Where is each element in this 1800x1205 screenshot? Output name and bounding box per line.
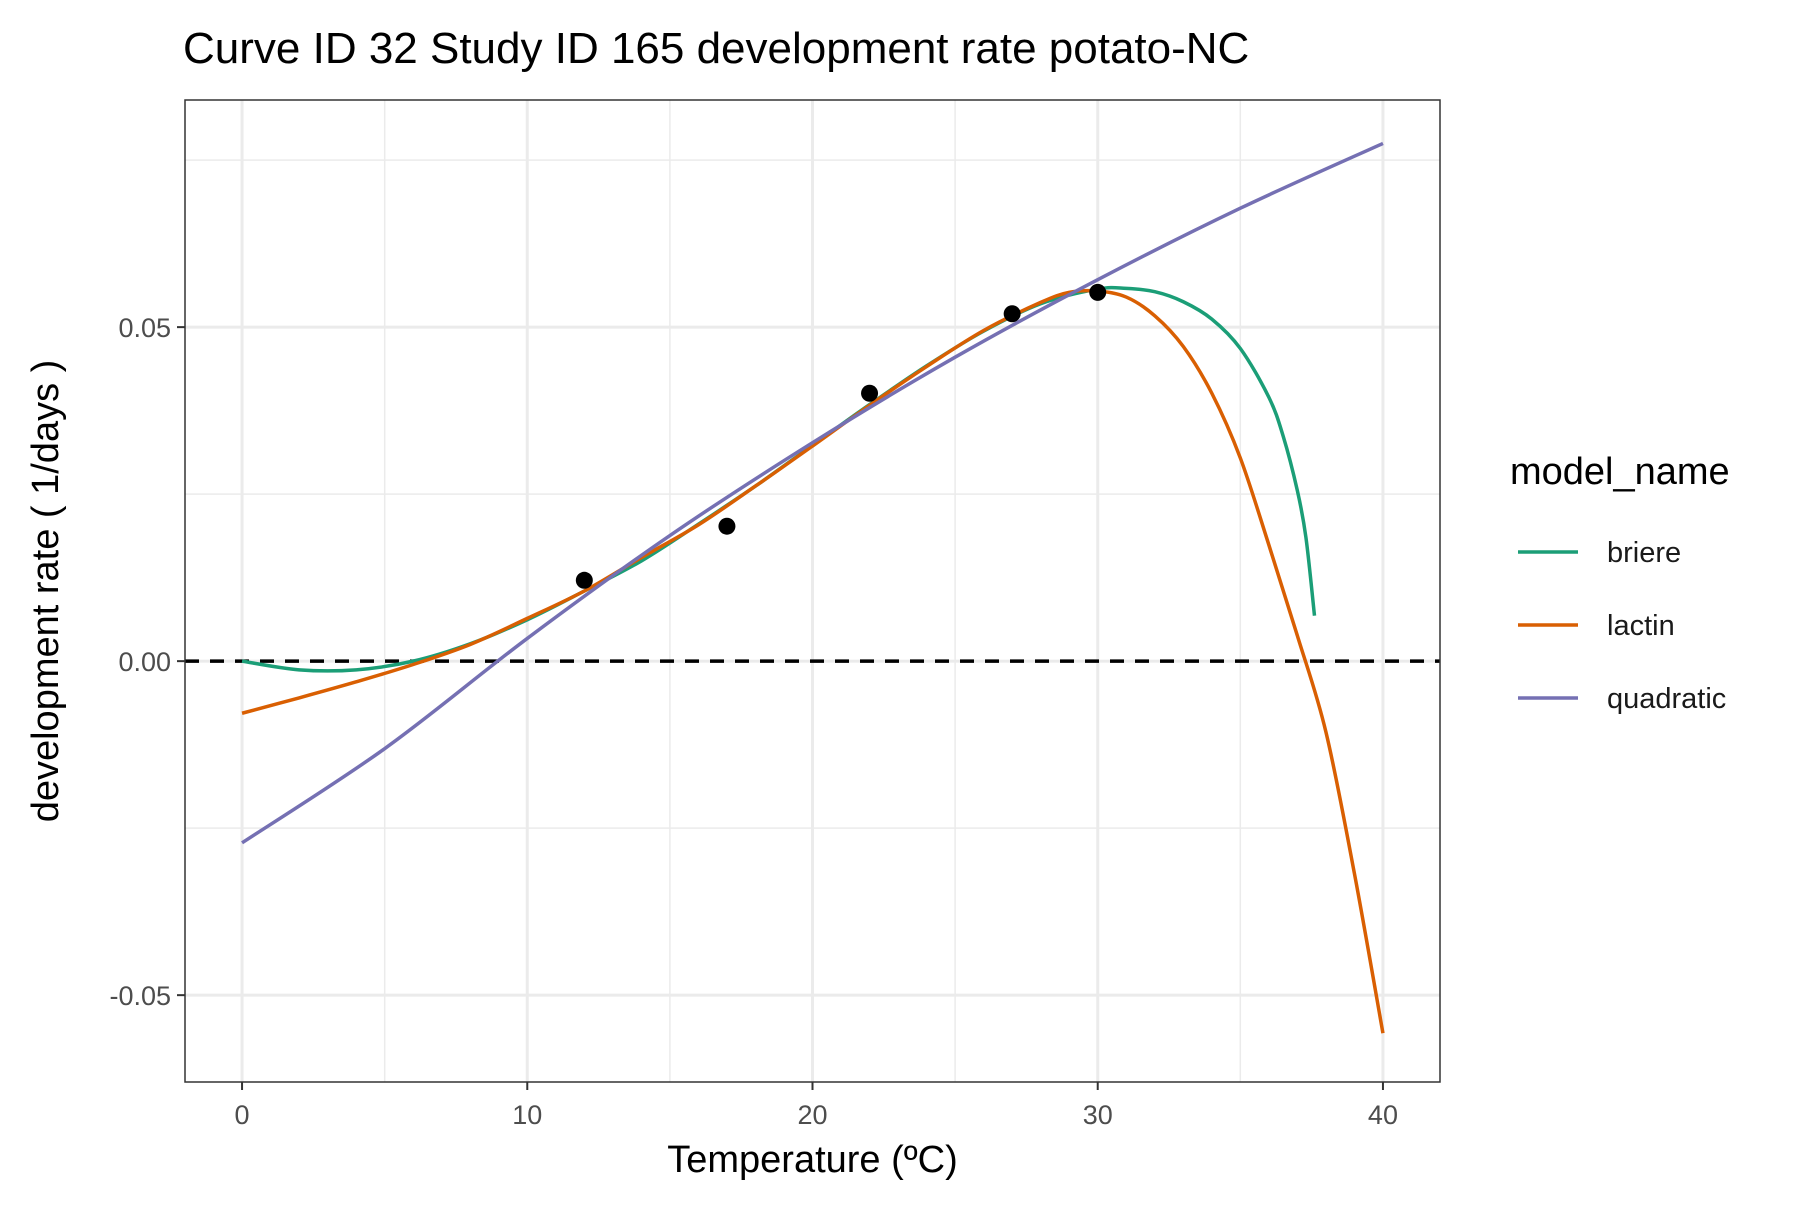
legend-label-lactin: lactin [1607, 610, 1675, 642]
data-point [861, 384, 879, 402]
x-axis-title: Temperature (ºC) [667, 1139, 958, 1181]
data-point [1089, 283, 1107, 301]
data-point [718, 517, 736, 535]
legend-item-briere: briere [1518, 537, 1681, 569]
x-tick-label: 10 [512, 1100, 542, 1130]
x-tick-label: 20 [797, 1100, 827, 1130]
axes-layer: 0 10 20 30 40 -0.05 0.00 0.05 [109, 313, 1398, 1130]
chart-title: Curve ID 32 Study ID 165 development rat… [183, 24, 1249, 73]
data-point [575, 571, 593, 589]
x-tick-label: 0 [235, 1100, 250, 1130]
y-tick-label: -0.05 [109, 981, 171, 1011]
y-tick-label: 0.00 [118, 647, 171, 677]
y-axis-title: development rate ( 1/days ) [25, 360, 67, 823]
x-tick-label: 30 [1083, 1100, 1113, 1130]
legend-item-lactin: lactin [1518, 610, 1675, 642]
y-tick-label: 0.05 [118, 313, 171, 343]
points-layer [575, 283, 1107, 589]
legend-title: model_name [1510, 451, 1730, 493]
legend-label-briere: briere [1607, 537, 1681, 569]
legend-label-quadratic: quadratic [1607, 683, 1726, 715]
legend: model_name briere lactin quadratic [1510, 451, 1730, 715]
x-tick-label: 40 [1368, 1100, 1398, 1130]
legend-item-quadratic: quadratic [1518, 683, 1726, 715]
series-line-quadratic [241, 141, 1384, 845]
legend-items: briere lactin quadratic [1518, 537, 1726, 715]
data-point [1003, 305, 1021, 323]
